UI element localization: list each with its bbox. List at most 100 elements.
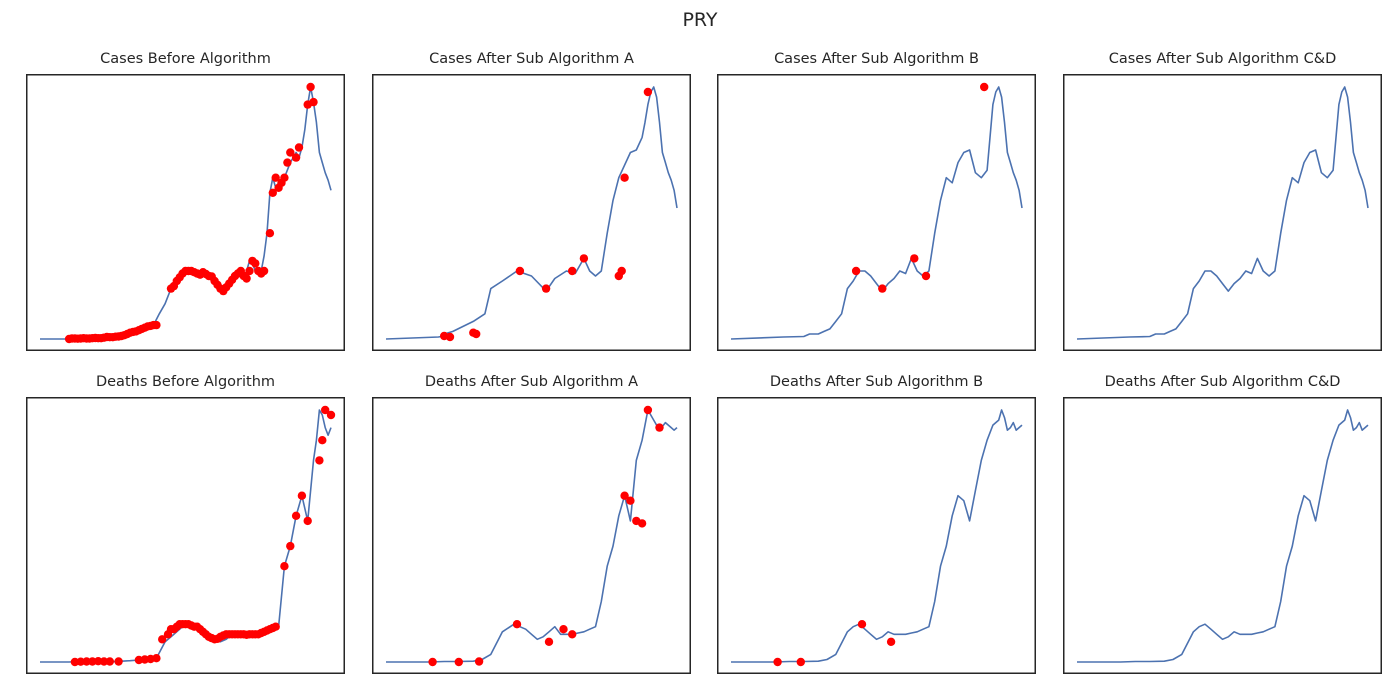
highlight-point	[286, 541, 295, 551]
highlight-point	[152, 320, 161, 330]
subplot-title: Deaths Before Algorithm	[95, 374, 276, 390]
plot-area	[372, 74, 691, 351]
highlight-point	[886, 637, 896, 646]
highlight-point	[512, 620, 522, 629]
highlight-point	[773, 657, 782, 667]
highlight-point	[579, 254, 589, 263]
highlight-point	[643, 405, 653, 415]
subplot-4: Cases After Sub Algorithm C&D	[1063, 51, 1382, 351]
highlight-point	[321, 405, 330, 415]
plot-area	[26, 74, 345, 351]
highlight-point	[271, 622, 280, 631]
highlight-point	[76, 657, 85, 666]
highlight-point	[568, 266, 577, 276]
highlight-point	[291, 153, 301, 162]
highlight-point	[297, 491, 307, 500]
highlight-point	[637, 519, 647, 528]
highlight-point	[428, 657, 437, 667]
highlight-point	[283, 158, 292, 167]
axes-frame	[372, 74, 691, 351]
highlight-point	[280, 173, 289, 182]
axes-frame	[1063, 397, 1382, 674]
highlight-point	[271, 173, 280, 182]
highlight-point	[326, 410, 336, 420]
highlight-point	[796, 657, 805, 667]
subplot-3: Cases After Sub Algorithm B	[717, 51, 1036, 351]
subplot-title: Cases Before Algorithm	[100, 51, 271, 67]
subplot-2: Cases After Sub Algorithm A	[372, 51, 691, 351]
series-line	[1076, 86, 1369, 340]
axes-frame	[717, 397, 1036, 674]
highlight-point	[286, 148, 295, 157]
subplot-title: Cases After Sub Algorithm B	[774, 51, 979, 67]
highlight-point	[251, 259, 260, 268]
highlight-point	[280, 562, 289, 571]
subplot-5: Deaths Before Algorithm	[26, 374, 345, 674]
highlight-point	[643, 87, 653, 97]
plot-area	[1063, 74, 1382, 351]
axes-frame	[717, 74, 1036, 351]
highlight-point	[620, 173, 629, 182]
subplot-1: Cases Before Algorithm	[26, 51, 345, 351]
plot-area	[1063, 397, 1382, 674]
highlight-point	[472, 329, 481, 339]
series-line	[40, 86, 332, 340]
axes-frame	[26, 397, 345, 674]
axes-frame	[26, 74, 345, 351]
highlight-point	[620, 491, 629, 500]
subplot-title: Deaths After Sub Algorithm B	[769, 374, 984, 390]
series-line	[1077, 409, 1369, 663]
highlight-point	[294, 143, 304, 152]
highlight-point	[105, 657, 115, 666]
subplot-title: Deaths After Sub Algorithm A	[424, 374, 639, 390]
subplot-7: Deaths After Sub Algorithm B	[717, 374, 1036, 674]
subplot-8: Deaths After Sub Algorithm C&D	[1063, 374, 1382, 674]
figure-title: PRY	[682, 9, 718, 31]
highlight-point	[318, 436, 327, 445]
highlight-point	[544, 637, 554, 646]
highlight-point	[265, 229, 275, 238]
highlight-point	[114, 657, 123, 666]
highlight-point	[268, 188, 277, 197]
highlight-point	[158, 635, 167, 644]
highlight-point	[541, 284, 551, 293]
highlight-point	[655, 423, 664, 432]
series-line	[386, 409, 678, 663]
highlight-point	[568, 630, 577, 639]
highlight-point	[626, 496, 635, 505]
axes-frame	[372, 397, 691, 674]
highlight-point	[306, 82, 315, 92]
series-line	[385, 86, 678, 340]
highlight-point	[617, 266, 626, 276]
highlight-point	[245, 266, 254, 276]
plot-area	[717, 74, 1036, 351]
plot-area	[26, 397, 345, 674]
series-line	[731, 409, 1023, 663]
highlight-point	[291, 511, 301, 520]
highlight-point	[315, 456, 324, 465]
highlight-point	[474, 657, 484, 666]
axes-frame	[1063, 74, 1382, 351]
highlight-point	[910, 254, 919, 263]
highlight-point	[921, 271, 931, 281]
highlight-point	[303, 516, 312, 526]
highlight-point	[857, 620, 867, 629]
plot-area	[717, 397, 1036, 674]
highlight-point	[445, 332, 455, 342]
subplot-6: Deaths After Sub Algorithm A	[372, 374, 691, 674]
highlight-point	[454, 657, 463, 667]
subplot-title: Deaths After Sub Algorithm C&D	[1104, 374, 1341, 390]
highlight-point	[309, 97, 318, 107]
highlight-point	[82, 657, 91, 666]
series-line	[730, 86, 1023, 340]
highlight-point	[99, 657, 109, 666]
plot-area	[372, 397, 691, 674]
highlight-point	[878, 284, 887, 293]
subplot-title: Cases After Sub Algorithm C&D	[1108, 51, 1337, 67]
highlight-point	[242, 274, 251, 283]
highlight-point	[259, 266, 269, 276]
series-line	[40, 409, 332, 663]
highlight-point	[980, 82, 989, 92]
highlight-point	[152, 654, 161, 663]
highlight-point	[851, 266, 861, 276]
